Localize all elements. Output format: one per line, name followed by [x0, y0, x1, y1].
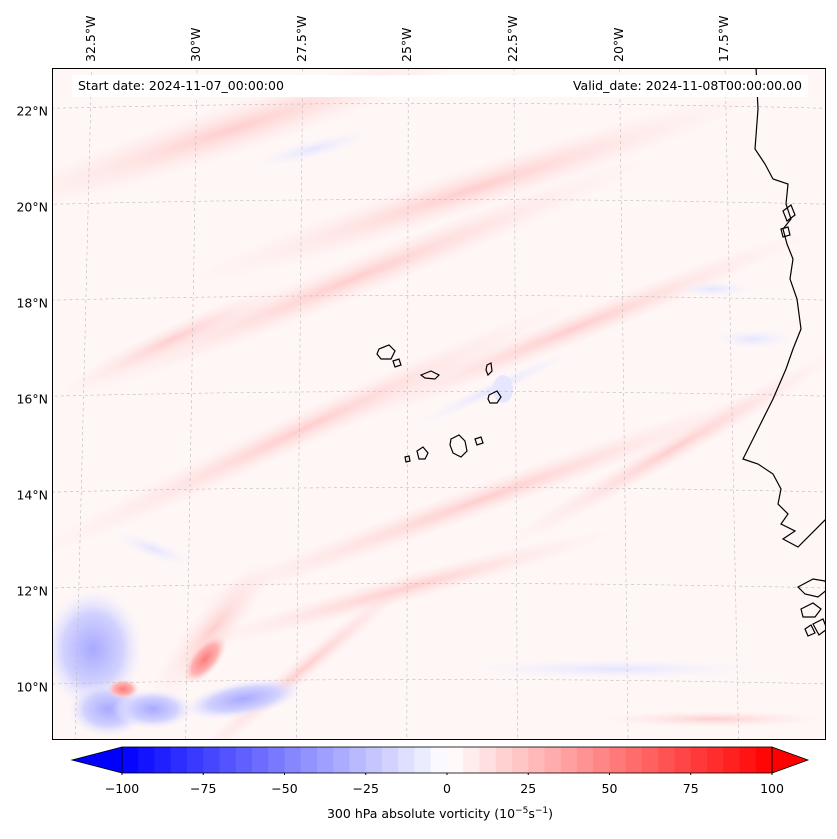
start-date-label: Start date: 2024-11-07_00:00:00 [72, 75, 518, 97]
colorbar-segment [138, 747, 156, 773]
colorbar-segment [252, 747, 269, 773]
colorbar-segment [479, 747, 497, 773]
colorbar-tick-label: 50 [601, 781, 618, 796]
bijagos-islands [797, 578, 825, 637]
colorbar-segment [625, 747, 643, 773]
colorbar-segment [382, 747, 399, 773]
gridlines [53, 69, 825, 739]
colorbar-tick-label: 0 [443, 781, 451, 796]
latitude-tick-label: 20°N [16, 199, 48, 215]
colorbar-segment [317, 747, 334, 773]
colorbar [70, 746, 810, 775]
africa-coastline [742, 69, 825, 548]
colorbar-tick-label: −25 [352, 781, 379, 796]
colorbar-segment [609, 747, 627, 773]
colorbar-segment [122, 747, 139, 773]
cabo-verde-sal [485, 362, 493, 377]
latitude-tick-label: 16°N [16, 391, 48, 407]
latitude-tick-label: 12°N [16, 583, 48, 599]
colorbar-segment [512, 747, 529, 773]
cabo-verde-santiago [449, 434, 468, 458]
colorbar-segment [723, 747, 741, 773]
longitude-tick-label: 32.5°W [82, 15, 98, 62]
map-canvas [53, 69, 825, 739]
colorbar-segment [658, 747, 676, 773]
cabo-verde-boavista [487, 390, 502, 404]
colorbar-segment [528, 747, 546, 773]
cabo-verde-maio [474, 436, 484, 446]
colorbar-tick-label: −100 [104, 781, 140, 796]
colorbar-extend-low [70, 746, 123, 774]
valid-date-label: Valid_date: 2024-11-08T00:00:00.00 [512, 75, 808, 97]
colorbar-segment [333, 747, 351, 773]
longitude-tick-label: 27.5°W [293, 15, 309, 62]
parallel-line [53, 583, 825, 589]
colorbar-segment [674, 747, 692, 773]
longitude-tick-label: 17.5°W [716, 15, 732, 62]
colorbar-segment [284, 747, 302, 773]
colorbar-segment [577, 747, 594, 773]
cabo-verde-sao-nicolau [419, 370, 441, 380]
colorbar-segment [593, 747, 611, 773]
colorbar-label: 300 hPa absolute vorticity (10−5s−1) [326, 806, 553, 822]
colorbar-segment [154, 747, 172, 773]
cabo-verde-brava [404, 455, 411, 463]
meridian-line [295, 69, 303, 739]
colorbar-tick-label: 100 [760, 781, 784, 796]
parallel-line [53, 295, 825, 301]
colorbar-segment [755, 747, 773, 773]
longitude-tick-label: 30°W [188, 27, 204, 62]
colorbar-segment [414, 747, 432, 773]
meridian-line [724, 69, 739, 739]
cabo-verde-fogo [416, 446, 429, 460]
colorbar-segment [495, 747, 513, 773]
colorbar-segment [447, 747, 464, 773]
colorbar-segment [235, 747, 253, 773]
colorbar-tick-label: −75 [190, 781, 217, 796]
parallel-line [53, 391, 825, 397]
latitude-tick-label: 22°N [16, 103, 48, 119]
colorbar-segment [690, 747, 708, 773]
colorbar-segment [707, 747, 724, 773]
colorbar-tick-label: 25 [520, 781, 537, 796]
latitude-tick-label: 10°N [16, 679, 48, 695]
cabo-verde-santo-antao [376, 344, 396, 360]
colorbar-segment [268, 747, 286, 773]
colorbar-segment [544, 747, 562, 773]
meridian-line [513, 69, 518, 739]
cabo-verde-sao-vicente [392, 358, 402, 368]
vorticity-field [53, 69, 825, 739]
colorbar-segment [170, 747, 188, 773]
colorbar-segment [219, 747, 237, 773]
latitude-tick-label: 18°N [16, 295, 48, 311]
colorbar-segment [642, 747, 659, 773]
colorbar-segment [463, 747, 481, 773]
colorbar-segment [430, 747, 448, 773]
colorbar-segment [398, 747, 416, 773]
coastline [376, 69, 825, 637]
latitude-tick-label: 14°N [16, 487, 48, 503]
colorbar-segment [560, 747, 578, 773]
meridian-line [406, 69, 409, 739]
colorbar-segment [300, 747, 318, 773]
colorbar-segment [739, 747, 757, 773]
colorbar-segment [187, 747, 204, 773]
map-panel [52, 68, 826, 740]
longitude-tick-label: 20°W [610, 27, 626, 62]
parallel-line [53, 199, 825, 205]
meridian-line [619, 69, 629, 739]
colorbar-tick-label: −50 [271, 781, 298, 796]
canary-like-islets [780, 204, 796, 238]
colorbar-segment [365, 747, 383, 773]
colorbar-segment [203, 747, 221, 773]
longitude-tick-label: 25°W [399, 27, 415, 62]
parallel-line [53, 679, 825, 685]
meridian-line [74, 69, 92, 739]
longitude-tick-label: 22.5°W [504, 15, 520, 62]
colorbar-tick-label: 75 [682, 781, 699, 796]
colorbar-segment [349, 747, 367, 773]
meridian-line [185, 69, 198, 739]
colorbar-extend-high [771, 746, 810, 774]
